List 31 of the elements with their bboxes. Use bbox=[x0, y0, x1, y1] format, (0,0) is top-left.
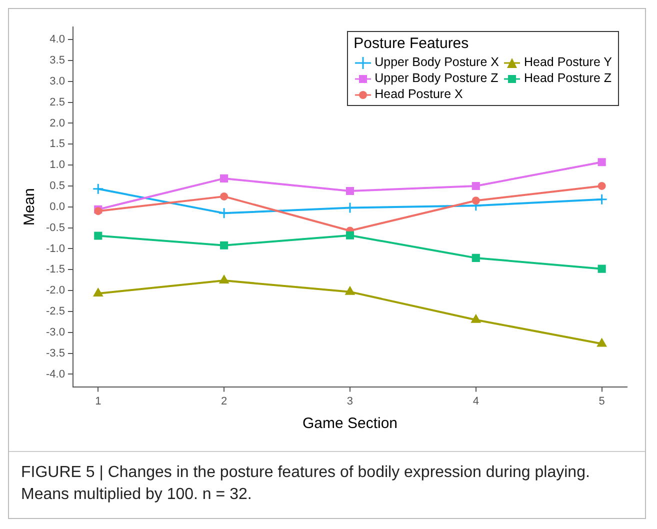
y-tick-label: 1.0 bbox=[50, 159, 65, 172]
y-tick-label: -0.5 bbox=[46, 222, 65, 234]
y-tick-label: 1.5 bbox=[50, 138, 65, 150]
x-axis-title: Game Section bbox=[302, 415, 398, 432]
y-tick-label: 2.0 bbox=[50, 117, 65, 130]
x-tick-label: 3 bbox=[346, 395, 354, 408]
y-tick-label: -1.0 bbox=[46, 242, 65, 255]
y-tick-label: 0.0 bbox=[50, 200, 65, 213]
y-tick-label: -3.5 bbox=[46, 347, 65, 360]
legend-label: Head Posture X bbox=[374, 87, 463, 101]
legend-label: Head Posture Y bbox=[524, 55, 612, 69]
legend-label: Upper Body Posture X bbox=[374, 55, 499, 69]
x-tick-label: 1 bbox=[95, 395, 102, 408]
x-tick-label: 2 bbox=[220, 395, 228, 408]
y-tick-label: 3.0 bbox=[50, 75, 65, 88]
y-tick-label: -3.0 bbox=[46, 326, 65, 338]
y-tick-label: 3.5 bbox=[50, 54, 65, 66]
legend-title: Posture Features bbox=[354, 35, 470, 52]
legend-label: Upper Body Posture Z bbox=[374, 71, 498, 85]
y-tick-label: -4.0 bbox=[46, 368, 65, 380]
y-tick-label: 0.5 bbox=[50, 180, 65, 192]
y-tick-label: -2.5 bbox=[46, 306, 65, 318]
y-axis-title: Mean bbox=[21, 188, 38, 226]
x-tick-label: 5 bbox=[598, 395, 605, 408]
y-tick-label: 4.0 bbox=[50, 34, 65, 46]
y-tick-label: 2.5 bbox=[50, 96, 65, 108]
y-tick-label: -1.5 bbox=[46, 264, 65, 276]
legend-label: Head Posture Z bbox=[524, 71, 612, 85]
x-tick-label: 4 bbox=[472, 395, 479, 408]
caption: FIGURE 5 | Changes in the posture features of bodily expression during playing. Means multiplied by 100. n = 32. bbox=[21, 463, 591, 505]
y-tick-label: -2.0 bbox=[46, 284, 65, 297]
